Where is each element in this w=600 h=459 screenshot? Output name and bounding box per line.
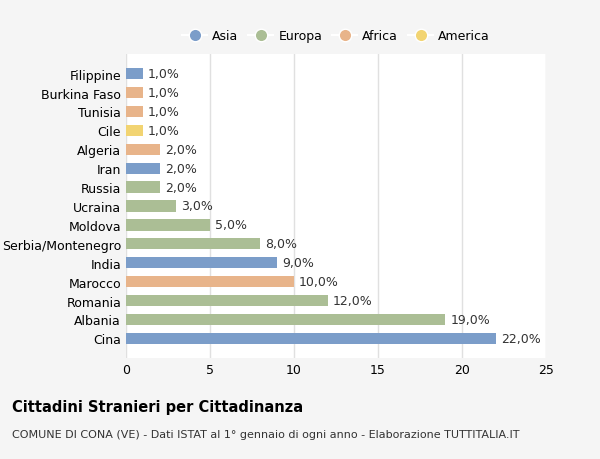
Text: 2,0%: 2,0% [164,181,197,194]
Text: 19,0%: 19,0% [450,313,490,326]
Bar [126,220,210,231]
Text: 1,0%: 1,0% [148,124,180,138]
Text: 8,0%: 8,0% [265,238,298,251]
Bar [126,69,143,80]
Bar [126,201,176,212]
Text: 10,0%: 10,0% [299,275,339,289]
Text: 3,0%: 3,0% [181,200,214,213]
Text: 22,0%: 22,0% [500,332,541,345]
Text: 1,0%: 1,0% [148,87,180,100]
Text: 9,0%: 9,0% [282,257,314,269]
Text: 2,0%: 2,0% [164,144,197,157]
Text: 5,0%: 5,0% [215,219,247,232]
Text: 2,0%: 2,0% [164,162,197,175]
Bar [126,163,160,174]
Bar [126,88,143,99]
Bar [126,333,496,344]
Bar [126,295,328,307]
Bar [126,314,445,325]
Bar [126,257,277,269]
Text: Cittadini Stranieri per Cittadinanza: Cittadini Stranieri per Cittadinanza [12,399,303,414]
Bar [126,106,143,118]
Bar [126,182,160,193]
Bar [126,276,294,288]
Text: 1,0%: 1,0% [148,68,180,81]
Legend: Asia, Europa, Africa, America: Asia, Europa, Africa, America [177,25,495,48]
Bar [126,239,260,250]
Bar [126,144,160,156]
Text: COMUNE DI CONA (VE) - Dati ISTAT al 1° gennaio di ogni anno - Elaborazione TUTTI: COMUNE DI CONA (VE) - Dati ISTAT al 1° g… [12,429,520,439]
Bar [126,125,143,137]
Text: 1,0%: 1,0% [148,106,180,119]
Text: 12,0%: 12,0% [332,294,373,308]
